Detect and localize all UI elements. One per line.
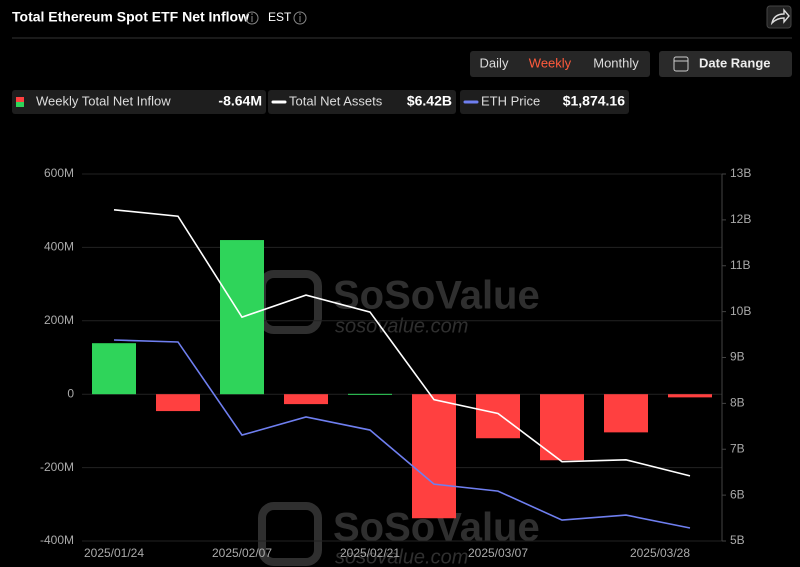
- legend-swatch: [16, 102, 24, 107]
- watermark-url: sosovalue.com: [335, 546, 468, 567]
- line-series: [113, 339, 691, 529]
- y2-tick-label: 6B: [730, 487, 745, 501]
- bar: [412, 394, 456, 519]
- legend-label: Total Net Assets: [289, 93, 383, 108]
- y2-tick-label: 13B: [730, 166, 751, 180]
- y-tick-label: 400M: [44, 240, 74, 254]
- watermark-brand: SoSoValue: [333, 274, 540, 318]
- timezone: EST: [268, 10, 292, 24]
- watermark-url: sosovalue.com: [335, 315, 468, 337]
- legend-label: ETH Price: [481, 93, 540, 108]
- y2-tick-label: 10B: [730, 304, 751, 318]
- legend-chip: [460, 90, 629, 114]
- legend-chip: [12, 90, 266, 114]
- bar: [540, 394, 584, 461]
- page-title: Total Ethereum Spot ETF Net Inflow: [12, 9, 249, 25]
- y2-tick-label: 5B: [730, 533, 745, 547]
- bar: [476, 394, 520, 439]
- y-tick-label: 200M: [44, 313, 74, 327]
- bar: [92, 343, 136, 395]
- bar: [348, 393, 392, 395]
- x-tick-label: 2025/03/07: [468, 546, 528, 560]
- legend-value: -8.64M: [218, 93, 262, 109]
- y-tick-label: -400M: [40, 533, 74, 547]
- interval-button[interactable]: Weekly: [529, 55, 572, 70]
- line-series: [113, 208, 691, 477]
- x-tick-label: 2025/02/21: [340, 546, 400, 560]
- x-tick-label: 2025/03/28: [630, 546, 690, 560]
- bar: [604, 394, 648, 433]
- legend-value: $6.42B: [407, 93, 452, 109]
- legend-swatch: [16, 97, 24, 102]
- share-button[interactable]: [766, 5, 792, 29]
- date-range-label[interactable]: Date Range: [699, 55, 771, 70]
- y2-tick-label: 9B: [730, 350, 745, 364]
- legend-label: Weekly Total Net Inflow: [36, 93, 171, 108]
- bar: [284, 394, 328, 405]
- y2-tick-label: 7B: [730, 441, 745, 455]
- y-tick-label: 0: [67, 386, 74, 400]
- interval-button[interactable]: Daily: [480, 55, 509, 70]
- y2-tick-label: 8B: [730, 396, 745, 410]
- y2-tick-label: 11B: [730, 258, 750, 272]
- legend-chip: [268, 90, 456, 114]
- interval-switch: [470, 51, 650, 77]
- y-tick-label: 600M: [44, 166, 74, 180]
- info-icon[interactable]: [245, 11, 259, 25]
- y2-tick-label: 12B: [730, 212, 751, 226]
- date-range-button[interactable]: Date Range: [659, 51, 792, 77]
- bar: [668, 394, 712, 398]
- y-tick-label: -200M: [40, 460, 74, 474]
- x-tick-label: 2025/02/07: [212, 546, 272, 560]
- info-icon[interactable]: [293, 11, 307, 25]
- x-tick-label: 2025/01/24: [84, 546, 144, 560]
- watermark: SoSoValue sosovalue.com SoSoValue sosova…: [258, 270, 540, 567]
- legend-value: $1,874.16: [563, 93, 625, 109]
- bar: [156, 394, 200, 412]
- interval-button[interactable]: Monthly: [593, 55, 639, 70]
